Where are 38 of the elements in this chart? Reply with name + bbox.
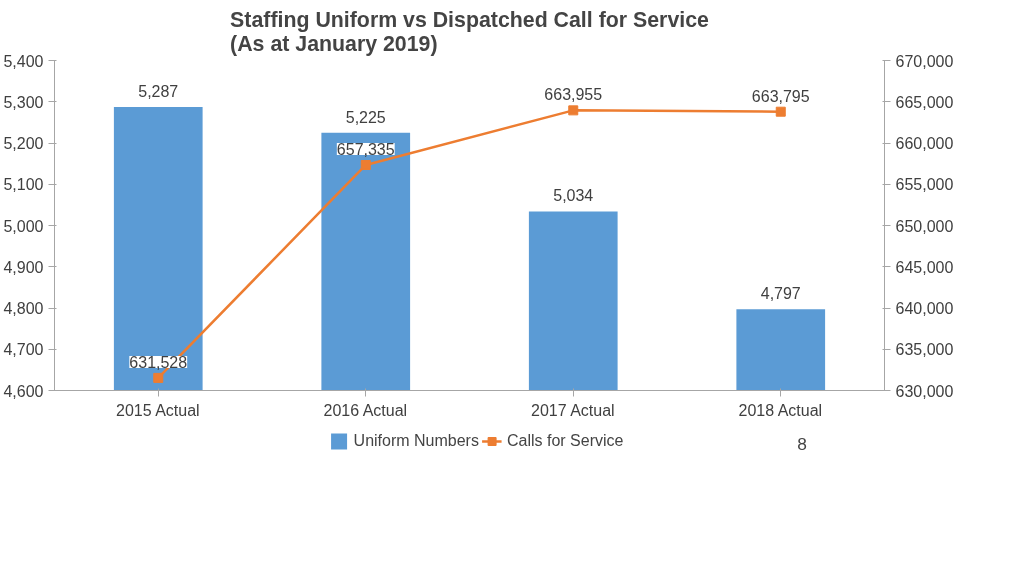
text: 8 — [797, 433, 807, 454]
point — [153, 372, 164, 383]
y2-tick-label: 640,000 — [895, 300, 954, 317]
y2-tick-label: 645,000 — [895, 258, 954, 276]
data-label: 5,225 — [345, 108, 386, 126]
point — [568, 105, 579, 116]
data-label: 663,795 — [751, 87, 810, 105]
legend-label: Uniform Numbers — [353, 432, 479, 450]
data-label: 631,528 — [129, 353, 188, 371]
y-tick-label: 4,800 — [3, 300, 44, 317]
y2-tick-label: 670,000 — [895, 52, 954, 70]
chart-title: Staffing Uniform vs Dispatched Call for Service (As at January 2019) — [230, 7, 710, 56]
y2-tick-label: 635,000 — [895, 341, 954, 359]
y-tick-label: 4,700 — [3, 341, 44, 359]
legend-label: Calls for Service — [506, 432, 624, 450]
point — [775, 106, 786, 117]
data-label: 4,797 — [760, 285, 801, 303]
data-label: 5,034 — [553, 187, 594, 205]
point — [360, 159, 371, 170]
data-label: 5,287 — [138, 83, 179, 101]
y-tick-label: 5,200 — [3, 135, 44, 152]
x-tick-label: 2017 Actual — [531, 401, 615, 419]
y-tick-label: 5,400 — [3, 52, 44, 70]
y-tick-label: 4,900 — [3, 258, 44, 276]
y2-tick-label: 665,000 — [895, 93, 954, 111]
y-tick-label: 5,000 — [3, 217, 44, 235]
x-tick-label: 2016 Actual — [323, 401, 408, 419]
y-tick-label: 5,100 — [3, 176, 44, 194]
data-label: 663,955 — [544, 86, 603, 104]
y-tick-label: 5,300 — [3, 93, 44, 111]
x-tick-label: 2018 Actual — [738, 401, 823, 419]
y2-tick-label: 655,000 — [895, 176, 954, 194]
y-tick-label: 4,600 — [3, 382, 44, 400]
y2-tick-label: 650,000 — [895, 217, 954, 235]
x-tick-label: 2015 Actual — [116, 401, 200, 419]
y2-tick-label: 630,000 — [895, 382, 954, 400]
data-label: 657,335 — [336, 140, 395, 158]
y2-tick-label: 660,000 — [895, 135, 954, 152]
